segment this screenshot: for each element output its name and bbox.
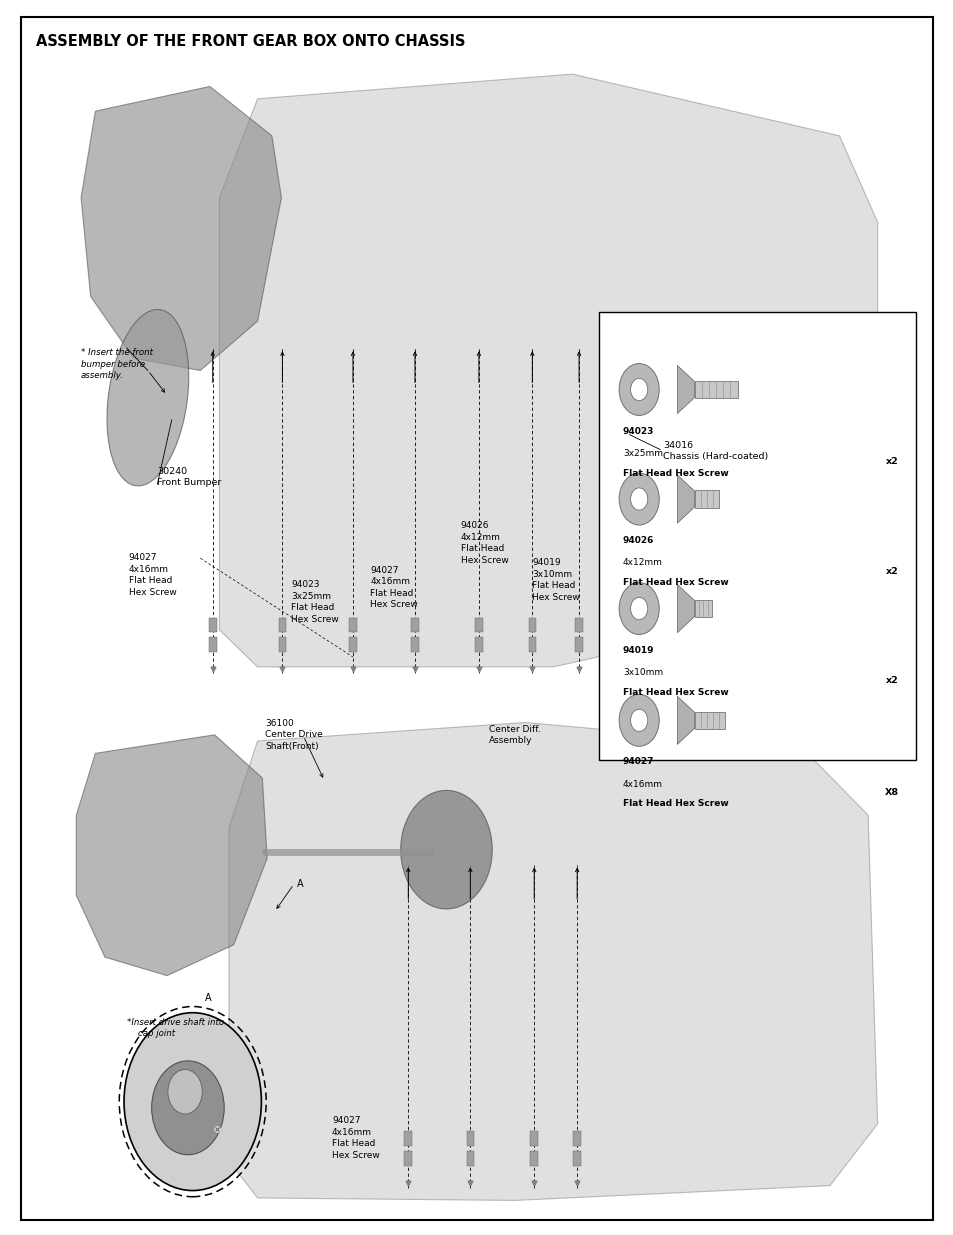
Circle shape: [630, 709, 647, 731]
FancyBboxPatch shape: [411, 618, 418, 632]
Circle shape: [152, 1061, 224, 1155]
FancyBboxPatch shape: [694, 380, 737, 399]
Polygon shape: [677, 697, 694, 745]
FancyBboxPatch shape: [694, 711, 724, 729]
FancyBboxPatch shape: [573, 1151, 580, 1166]
Circle shape: [630, 598, 647, 620]
FancyBboxPatch shape: [404, 1131, 412, 1146]
Circle shape: [618, 583, 659, 635]
Text: 94027: 94027: [622, 757, 654, 767]
FancyBboxPatch shape: [475, 618, 482, 632]
FancyBboxPatch shape: [466, 1131, 474, 1146]
Text: 94027
4x16mm
Flat Head
Hex Screw: 94027 4x16mm Flat Head Hex Screw: [332, 1116, 379, 1160]
FancyBboxPatch shape: [575, 637, 582, 652]
Text: * Insert the front
bumper before
assembly.: * Insert the front bumper before assembl…: [81, 348, 152, 380]
FancyBboxPatch shape: [209, 637, 216, 652]
Polygon shape: [677, 366, 694, 414]
Text: X8: X8: [883, 788, 898, 798]
FancyBboxPatch shape: [209, 618, 216, 632]
Circle shape: [630, 378, 647, 400]
Circle shape: [618, 473, 659, 525]
Text: 94027
4x16mm
Flat Head
Hex Screw: 94027 4x16mm Flat Head Hex Screw: [370, 566, 417, 609]
Polygon shape: [76, 735, 267, 976]
Text: 4x16mm: 4x16mm: [622, 779, 662, 789]
Text: 3x10mm: 3x10mm: [622, 668, 662, 677]
Text: x2: x2: [885, 567, 898, 576]
Text: A: A: [297, 879, 303, 889]
Text: 4x12mm: 4x12mm: [622, 558, 662, 567]
FancyBboxPatch shape: [278, 637, 286, 652]
Polygon shape: [677, 584, 694, 632]
Text: x2: x2: [885, 677, 898, 685]
Text: x2: x2: [885, 457, 898, 467]
Text: 3x25mm: 3x25mm: [622, 448, 662, 458]
Polygon shape: [677, 475, 694, 524]
FancyBboxPatch shape: [575, 618, 582, 632]
Text: A: A: [205, 993, 211, 1003]
Polygon shape: [219, 74, 877, 667]
Text: Flat Head Hex Screw: Flat Head Hex Screw: [622, 688, 728, 697]
Circle shape: [618, 694, 659, 746]
FancyBboxPatch shape: [530, 1131, 537, 1146]
Text: 34016
Chassis (Hard-coated): 34016 Chassis (Hard-coated): [662, 441, 767, 462]
Circle shape: [168, 1070, 202, 1114]
Text: 94019: 94019: [622, 646, 654, 655]
Text: 94023: 94023: [622, 426, 654, 436]
Circle shape: [400, 790, 492, 909]
FancyBboxPatch shape: [466, 1151, 474, 1166]
Text: ASSEMBLY OF THE FRONT GEAR BOX ONTO CHASSIS: ASSEMBLY OF THE FRONT GEAR BOX ONTO CHAS…: [36, 35, 465, 49]
Polygon shape: [81, 86, 281, 370]
FancyBboxPatch shape: [528, 618, 536, 632]
FancyBboxPatch shape: [598, 312, 915, 760]
FancyBboxPatch shape: [694, 490, 718, 508]
Text: Flat Head Hex Screw: Flat Head Hex Screw: [622, 799, 728, 809]
Text: 30240
Front Bumper: 30240 Front Bumper: [157, 467, 221, 488]
FancyBboxPatch shape: [573, 1131, 580, 1146]
Text: 94027
4x16mm
Flat Head
Hex Screw: 94027 4x16mm Flat Head Hex Screw: [129, 553, 176, 597]
Text: *Insert drive shaft into
    cap joint: *Insert drive shaft into cap joint: [127, 1018, 224, 1039]
Polygon shape: [229, 722, 877, 1200]
FancyBboxPatch shape: [404, 1151, 412, 1166]
Ellipse shape: [107, 310, 189, 485]
Circle shape: [618, 363, 659, 415]
FancyBboxPatch shape: [349, 637, 356, 652]
Text: 94023
3x25mm
Flat Head
Hex Screw: 94023 3x25mm Flat Head Hex Screw: [291, 580, 338, 624]
FancyBboxPatch shape: [411, 637, 418, 652]
Text: Center Diff.
Assembly: Center Diff. Assembly: [489, 725, 540, 746]
FancyBboxPatch shape: [530, 1151, 537, 1166]
FancyBboxPatch shape: [278, 618, 286, 632]
Text: Flat Head Hex Screw: Flat Head Hex Screw: [622, 578, 728, 587]
FancyBboxPatch shape: [475, 637, 482, 652]
Text: Flat Head Hex Screw: Flat Head Hex Screw: [622, 468, 728, 478]
Text: 94019
3x10mm
Flat Head
Hex Screw: 94019 3x10mm Flat Head Hex Screw: [532, 558, 579, 601]
Text: 94026
4x12mm
Flat Head
Hex Screw: 94026 4x12mm Flat Head Hex Screw: [460, 521, 508, 564]
FancyBboxPatch shape: [694, 600, 712, 618]
Text: 94026: 94026: [622, 536, 654, 545]
FancyBboxPatch shape: [21, 17, 932, 1220]
FancyBboxPatch shape: [349, 618, 356, 632]
FancyBboxPatch shape: [528, 637, 536, 652]
Circle shape: [630, 488, 647, 510]
Circle shape: [124, 1013, 261, 1191]
Text: 36100
Center Drive
Shaft(Front): 36100 Center Drive Shaft(Front): [265, 719, 323, 751]
